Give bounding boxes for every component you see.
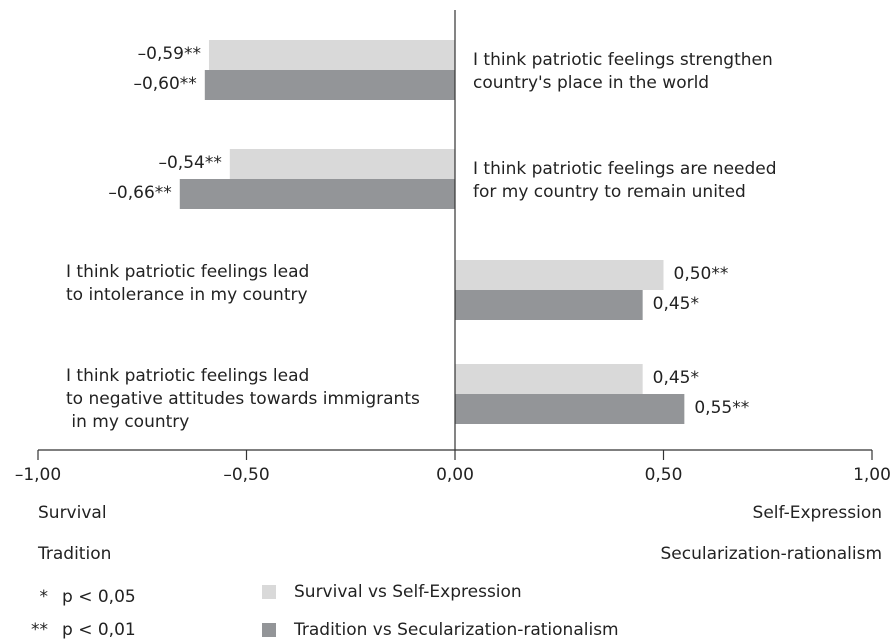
x-tick-label-1: –1,00 bbox=[14, 465, 62, 485]
sig-symbol-2: ** bbox=[31, 620, 48, 640]
category-label-3-line-2: to intolerance in my country bbox=[66, 285, 308, 305]
category-label-1-line-2: country's place in the world bbox=[473, 73, 710, 93]
legend-label-series-2: Tradition vs Secularization-rationalism bbox=[294, 620, 619, 640]
value-label-series-1-cat-1: –0,59** bbox=[137, 44, 201, 64]
sig-text-1: p < 0,05 bbox=[62, 587, 136, 607]
category-label-4-line-1: I think patriotic feelings lead bbox=[66, 366, 310, 386]
bar-series-2-cat-2 bbox=[179, 179, 455, 209]
x-tick-label-2: –0,50 bbox=[223, 465, 270, 485]
legend-label-series-1: Survival vs Self-Expression bbox=[294, 582, 522, 602]
value-label-series-2-cat-3: 0,45* bbox=[652, 294, 699, 314]
bar-series-1-cat-3 bbox=[455, 260, 664, 290]
x-tick-label-5: 1,00 bbox=[853, 465, 891, 485]
axis-end-label-secularization: Secularization-rationalism bbox=[660, 544, 882, 564]
category-label-4-line-2: to negative attitudes towards immigrants bbox=[66, 389, 420, 409]
value-label-series-1-cat-2: –0,54** bbox=[158, 153, 222, 173]
value-label-series-2-cat-2: –0,66** bbox=[108, 183, 172, 203]
axis-end-label-self-expression: Self-Expression bbox=[752, 503, 882, 523]
bar-series-2-cat-3 bbox=[455, 290, 643, 320]
bar-series-1-cat-1 bbox=[208, 40, 455, 70]
legend-item-series-2: Tradition vs Secularization-rationalism bbox=[262, 620, 619, 640]
value-label-series-1-cat-4: 0,45* bbox=[652, 368, 699, 388]
bar-series-2-cat-1 bbox=[204, 70, 455, 100]
bar-series-1-cat-2 bbox=[229, 149, 455, 179]
sig-text-2: p < 0,01 bbox=[62, 620, 136, 640]
sig-symbol-1: * bbox=[39, 587, 49, 607]
value-label-series-2-cat-4: 0,55** bbox=[694, 398, 750, 418]
category-label-4-line-3: in my country bbox=[66, 412, 190, 432]
category-label-2-line-1: I think patriotic feelings are needed bbox=[473, 159, 777, 179]
x-tick-label-4: 0,50 bbox=[644, 465, 683, 485]
category-label-2-line-2: for my country to remain united bbox=[473, 182, 746, 202]
value-label-series-2-cat-1: –0,60** bbox=[133, 74, 197, 94]
axis-end-label-tradition: Tradition bbox=[38, 544, 112, 564]
value-label-series-1-cat-3: 0,50** bbox=[673, 264, 729, 284]
legend-swatch-series-1 bbox=[262, 585, 276, 599]
category-label-3-line-1: I think patriotic feelings lead bbox=[66, 262, 310, 282]
legend-swatch-series-2 bbox=[262, 623, 276, 637]
legend-item-series-1: Survival vs Self-Expression bbox=[262, 582, 522, 602]
axis-end-label-survival: Survival bbox=[38, 503, 107, 523]
category-label-1-line-1: I think patriotic feelings strengthen bbox=[473, 50, 773, 70]
bar-series-1-cat-4 bbox=[455, 364, 643, 394]
x-tick-label-3: 0,00 bbox=[436, 465, 474, 485]
bar-series-2-cat-4 bbox=[455, 394, 685, 424]
